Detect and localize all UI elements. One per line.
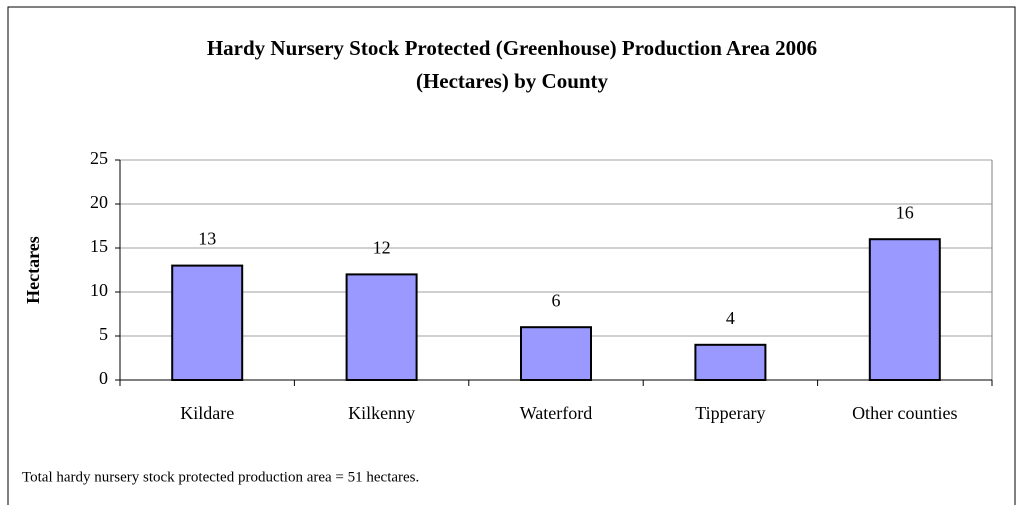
y-tick-label: 25	[90, 148, 108, 168]
data-label: 4	[726, 308, 735, 328]
bar	[868, 238, 941, 381]
data-label: 13	[198, 229, 216, 249]
y-tick-label: 0	[99, 368, 108, 388]
chart-title: Hardy Nursery Stock Protected (Greenhous…	[206, 36, 818, 93]
y-axis-label: Hectares	[23, 236, 43, 304]
note: Total hardy nursery stock protected prod…	[22, 469, 419, 485]
data-label: 16	[896, 202, 914, 222]
y-tick-label: 20	[90, 192, 108, 212]
x-tick-label: Kildare	[180, 403, 234, 423]
bar	[694, 343, 767, 381]
y-tick-label: 10	[90, 280, 108, 300]
bar	[520, 326, 592, 382]
x-tick-label: Tipperary	[695, 403, 765, 423]
bar	[345, 273, 418, 381]
x-tick-label: Waterford	[520, 403, 593, 423]
data-label: 6	[552, 290, 561, 310]
y-tick-label: 15	[90, 236, 108, 256]
chart-border	[7, 6, 1016, 505]
y-tick-label: 5	[99, 324, 108, 344]
bar	[171, 264, 244, 382]
data-label: 12	[373, 238, 391, 258]
x-tick-label: Other counties	[852, 403, 957, 423]
x-tick-label: Kilkenny	[348, 403, 415, 423]
